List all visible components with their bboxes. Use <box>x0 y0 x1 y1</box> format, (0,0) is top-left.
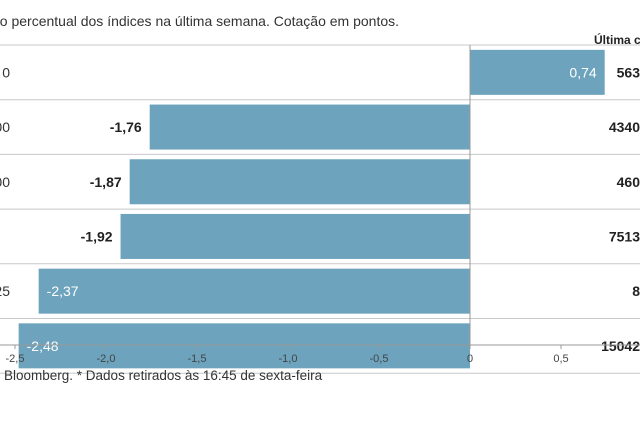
row-category-label: 00 <box>0 119 10 135</box>
bar-value-label: -1,92 <box>81 228 113 244</box>
bar-value-label: -1,76 <box>110 119 142 135</box>
bar-value-label: -2,37 <box>47 283 79 299</box>
bar <box>470 49 605 95</box>
bar <box>149 104 470 150</box>
bar-value-label: -2,48 <box>27 338 59 354</box>
last-value: 4340 <box>609 119 640 135</box>
last-value: 7513 <box>609 228 640 244</box>
chart-subtitle: ão percentual dos índices na última sema… <box>0 13 400 29</box>
last-value: 8 <box>632 283 640 299</box>
x-tick-label: -2,5 <box>6 353 25 365</box>
bar <box>129 159 470 205</box>
row-category-label: 600 <box>0 174 10 190</box>
chart-source-note: Bloomberg. * Dados retirados às 16:45 de… <box>4 368 323 383</box>
x-tick-label: -1,0 <box>279 353 298 365</box>
bar-value-label: 0,74 <box>569 64 596 80</box>
x-tick-label: -2,0 <box>97 353 116 365</box>
bar <box>38 268 470 314</box>
x-tick-label: 0 <box>467 353 473 365</box>
row-category-label: 0 <box>2 64 10 80</box>
x-tick-label: -1,5 <box>188 353 207 365</box>
bar <box>18 323 470 369</box>
last-value: 563 <box>617 64 640 80</box>
x-tick-label: 0,5 <box>553 353 568 365</box>
row-category-label: 25 <box>0 283 10 299</box>
last-value-column-header: Última c <box>594 33 640 47</box>
last-value: 460 <box>617 174 640 190</box>
bar-value-label: -1,87 <box>90 174 122 190</box>
last-value: 15042 <box>601 338 640 354</box>
bar <box>120 213 470 259</box>
x-tick-label: -0,5 <box>370 353 389 365</box>
